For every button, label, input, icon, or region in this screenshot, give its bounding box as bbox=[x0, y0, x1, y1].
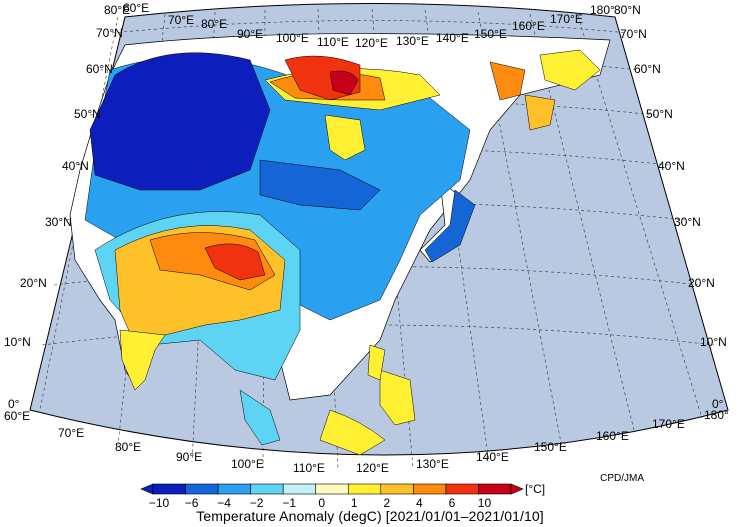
lat-label-right: 70°N bbox=[620, 27, 647, 41]
lon-label-top: 120°E bbox=[355, 36, 388, 50]
colorbar-segment bbox=[445, 483, 479, 495]
lon-label-top: 140°E bbox=[436, 31, 469, 45]
anomaly-region-philippines-yellow bbox=[367, 344, 386, 381]
lon-label-bottom: 140°E bbox=[476, 450, 509, 464]
lon-labels-top: 80°E 60°E 70°E 80°E 90°E 100°E 110°E 120… bbox=[104, 1, 615, 50]
lon-label-top: 180° bbox=[590, 3, 615, 17]
lat-label-right: 0° bbox=[712, 397, 724, 411]
colorbar-arrow-low bbox=[140, 483, 154, 495]
lon-label-bottom: 120°E bbox=[356, 461, 389, 475]
colorbar-segment bbox=[250, 483, 284, 495]
credit-text: CPD/JMA bbox=[600, 473, 644, 484]
colorbar-tick-label: 10 bbox=[478, 496, 492, 510]
lon-label-top: 160°E bbox=[512, 19, 545, 33]
lat-labels-left: 70°N 60°N 50°N 40°N 30°N 20°N 10°N 0° bbox=[4, 26, 123, 411]
colorbar-segment bbox=[315, 483, 349, 495]
anomaly-region-siberia-dark-red bbox=[329, 70, 359, 96]
lon-label-bottom: 170°E bbox=[652, 417, 685, 431]
anomaly-region-maritime-yellow bbox=[319, 409, 386, 456]
colorbar-tick-label: −2 bbox=[250, 496, 264, 510]
colorbar-arrow-high bbox=[510, 483, 524, 495]
anomaly-region-mid-blue bbox=[259, 159, 381, 211]
lat-label-left: 30°N bbox=[45, 215, 72, 229]
anomaly-region-fareast-orange bbox=[489, 61, 526, 101]
colorbar-segment bbox=[152, 483, 186, 495]
lon-label-bottom: 70°E bbox=[58, 426, 84, 440]
lon-label-top: 110°E bbox=[317, 35, 349, 49]
lon-label-bottom: 100°E bbox=[231, 457, 264, 471]
lat-label-left: 20°N bbox=[20, 276, 47, 290]
colorbar-tick-label: 2 bbox=[383, 496, 390, 510]
lon-label-bottom: 150°E bbox=[534, 440, 567, 454]
colorbar-segment bbox=[282, 483, 317, 495]
lon-label-bottom: 160°E bbox=[596, 429, 629, 443]
anomaly-region-mongolia-yellow bbox=[324, 114, 366, 161]
lat-label-left: 50°N bbox=[74, 107, 101, 121]
lat-label-left: 60°N bbox=[86, 62, 113, 76]
lon-label-bottom: 60°E bbox=[4, 409, 30, 423]
lon-label-top: 70°E bbox=[168, 13, 194, 27]
colorbar: −10 −6 −4 −2 −1 0 1 2 4 6 10 bbox=[140, 483, 524, 510]
colorbar-tick-label: −10 bbox=[149, 496, 170, 510]
colorbar-unit: [°C] bbox=[525, 482, 545, 496]
map-title: Temperature Anomaly (degC) [2021/01/01–2… bbox=[196, 508, 544, 524]
colorbar-tick-label: −4 bbox=[217, 496, 231, 510]
lon-label-top: 80°E bbox=[104, 3, 130, 17]
lon-label-bottom: 180° bbox=[704, 408, 729, 422]
lat-label-right: 50°N bbox=[646, 107, 673, 121]
lon-label-bottom: 110°E bbox=[293, 461, 325, 475]
colorbar-tick-label: 1 bbox=[351, 496, 358, 510]
lat-label-right: 80°N bbox=[614, 3, 641, 17]
anomaly-region-kamchatka-orange bbox=[524, 94, 556, 131]
colorbar-tick-label: 4 bbox=[416, 496, 423, 510]
lat-label-right: 20°N bbox=[688, 276, 715, 290]
lat-label-left: 40°N bbox=[62, 159, 89, 173]
lon-label-top: 150°E bbox=[474, 27, 507, 41]
anomaly-region-yellow-india bbox=[119, 329, 166, 391]
anomaly-region-fareast-yellow bbox=[539, 49, 601, 91]
lon-label-top: 90°E bbox=[237, 27, 263, 41]
lon-label-bottom: 90°E bbox=[176, 450, 202, 464]
lon-label-top: 80°E bbox=[201, 17, 227, 31]
anomaly-region-sumatra-cyan bbox=[239, 389, 281, 446]
anomaly-region-deep-blue bbox=[89, 52, 271, 191]
lon-label-bottom: 130°E bbox=[416, 457, 449, 471]
lat-label-right: 30°N bbox=[674, 215, 701, 229]
lon-label-top: 60°E bbox=[123, 1, 149, 15]
anomaly-region-borneo-yellow bbox=[379, 369, 416, 426]
colorbar-segment bbox=[413, 483, 447, 495]
lat-label-right: 10°N bbox=[700, 335, 727, 349]
lon-label-top: 130°E bbox=[396, 34, 429, 48]
colorbar-tick-label: 6 bbox=[449, 496, 456, 510]
lat-label-left: 0° bbox=[8, 397, 20, 411]
anomaly-region-japan bbox=[424, 189, 476, 263]
lat-label-left: 70°N bbox=[96, 26, 123, 40]
colorbar-segment bbox=[217, 483, 251, 495]
lon-label-bottom: 80°E bbox=[115, 440, 141, 454]
colorbar-segment bbox=[478, 483, 512, 495]
anomaly-fields bbox=[84, 49, 601, 456]
anomaly-region-red bbox=[204, 243, 266, 281]
colorbar-segment bbox=[380, 483, 414, 495]
lat-label-right: 60°N bbox=[634, 62, 661, 76]
lat-labels-right: 80°N 70°N 60°N 50°N 40°N 30°N 20°N 10°N … bbox=[614, 3, 727, 411]
lon-label-top: 170°E bbox=[550, 12, 583, 26]
lat-label-right: 40°N bbox=[658, 159, 685, 173]
lat-label-left: 10°N bbox=[4, 335, 31, 349]
colorbar-segment bbox=[185, 483, 219, 495]
lon-labels-bottom: 60°E 70°E 80°E 90°E 100°E 110°E 120°E 13… bbox=[4, 408, 729, 475]
colorbar-tick-label: 0 bbox=[318, 496, 325, 510]
lon-label-top: 100°E bbox=[276, 31, 309, 45]
colorbar-tick-label: −6 bbox=[185, 496, 199, 510]
colorbar-tick-label: −1 bbox=[282, 496, 296, 510]
colorbar-segment bbox=[347, 483, 382, 495]
